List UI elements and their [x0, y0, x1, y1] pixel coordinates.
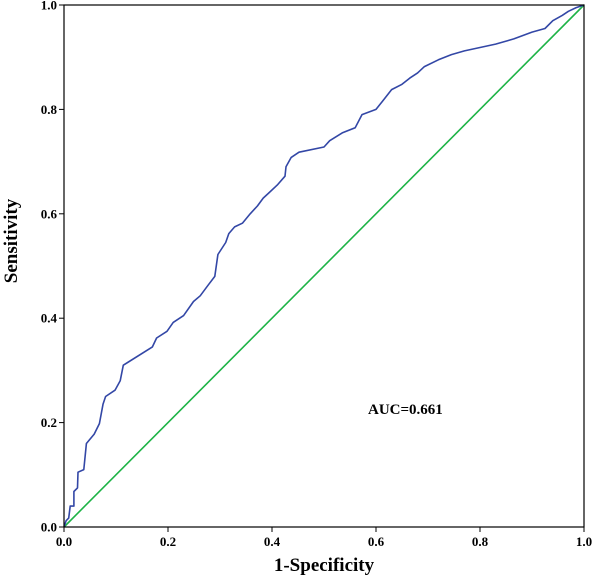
y-tick-label: 0.2: [41, 415, 57, 430]
y-tick-label: 0.8: [41, 102, 58, 117]
plot-lines: [63, 4, 585, 528]
y-tick-label: 1.0: [41, 0, 57, 13]
auc-annotation: AUC=0.661: [368, 402, 443, 418]
x-axis-title: 1-Specificity: [274, 555, 375, 576]
axis-ticks: [59, 4, 585, 532]
x-tick-label: 0.0: [56, 534, 72, 549]
plot-frame: [63, 4, 585, 528]
y-tick-label: 0.4: [41, 311, 58, 326]
x-tick-label: 0.2: [160, 534, 176, 549]
x-tick-label: 0.4: [264, 534, 281, 549]
x-tick-label: 1.0: [576, 534, 592, 549]
y-axis-title: Sensitivity: [1, 198, 22, 283]
x-tick-label: 0.8: [472, 534, 489, 549]
roc-curve-line: [63, 4, 585, 528]
x-tick-label: 0.6: [368, 534, 385, 549]
y-tick-label: 0.6: [41, 206, 58, 221]
axis-tick-labels: 0.0 0.2 0.4 0.6 0.8 1.0 0.0 0.2 0.4 0.6 0.8 1.0: [41, 0, 592, 549]
y-tick-label: 0.0: [41, 520, 57, 535]
reference-diagonal-line: [63, 4, 585, 528]
